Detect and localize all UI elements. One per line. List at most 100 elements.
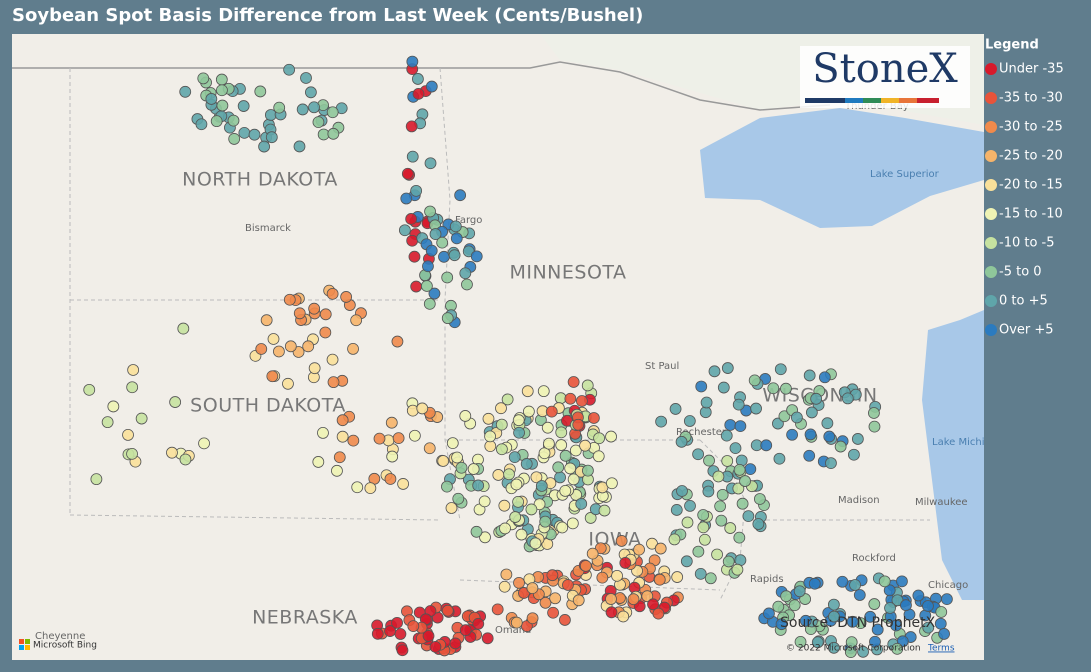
location-dot (482, 412, 495, 425)
location-dot (774, 363, 787, 376)
logo: StoneX (800, 46, 970, 108)
location-dot (308, 101, 320, 114)
location-dot (587, 412, 600, 424)
location-dot (107, 400, 120, 413)
location-dot (582, 464, 594, 477)
location-dot (702, 485, 715, 498)
location-dot (408, 250, 421, 263)
location-dot (708, 365, 721, 378)
legend-swatch (985, 150, 997, 162)
location-dot (564, 392, 577, 405)
location-dot (371, 627, 384, 640)
location-dot (772, 600, 785, 613)
location-dot (391, 335, 404, 348)
location-dot (670, 504, 683, 516)
location-dot (615, 535, 628, 547)
city-label: Bismarck (245, 223, 291, 234)
location-dot (101, 416, 114, 429)
logo-background (800, 46, 970, 108)
location-dot (450, 232, 463, 245)
location-dot (605, 606, 618, 619)
location-dot (429, 640, 442, 653)
location-dot (780, 382, 792, 395)
location-dot (655, 415, 668, 428)
state-label: NORTH DAKOTA (182, 169, 338, 191)
location-dot (446, 437, 459, 449)
location-dot (215, 73, 228, 86)
location-dot (896, 575, 908, 588)
logo-bar (899, 98, 917, 103)
location-dot (633, 543, 645, 556)
location-dot (472, 617, 485, 630)
location-dot (841, 392, 854, 405)
state-label: MINNESOTA (509, 262, 626, 284)
location-dot (868, 598, 881, 610)
location-dot (512, 414, 525, 427)
location-dot (308, 362, 321, 375)
location-dot (537, 385, 550, 398)
location-dot (445, 502, 458, 514)
location-dot (479, 531, 491, 544)
location-dot (593, 432, 605, 445)
border (12, 61, 831, 111)
location-dot (559, 614, 571, 626)
location-dot (586, 547, 599, 560)
location-dot (513, 576, 525, 589)
location-dot (481, 632, 494, 645)
location-dot (559, 485, 572, 497)
location-dot (543, 437, 555, 450)
location-dot (449, 637, 462, 650)
map[interactable]: NORTH DAKOTA MINNESOTA SOUTH DAKOTA WISC… (12, 34, 1003, 660)
city-label: Omaha (495, 625, 531, 636)
location-dot (804, 428, 817, 441)
location-dot (545, 405, 558, 418)
location-dot (878, 575, 891, 588)
location-dot (254, 85, 267, 98)
location-dot (619, 557, 632, 569)
location-dot (786, 428, 799, 441)
location-dot (441, 312, 454, 325)
location-dot (437, 455, 450, 467)
location-dot (327, 127, 340, 140)
terms-link[interactable]: Terms (927, 644, 955, 654)
location-dot (647, 598, 659, 611)
location-dot (556, 521, 569, 534)
location-dot (793, 585, 806, 598)
logo-bar (863, 98, 881, 103)
location-dot (515, 528, 528, 541)
location-dot (205, 93, 218, 105)
location-dot (449, 220, 462, 233)
location-dot (331, 464, 343, 477)
location-dot (671, 571, 684, 583)
location-dot (498, 499, 511, 512)
location-dot (420, 280, 433, 292)
location-dot (400, 192, 413, 205)
location-dot (364, 482, 377, 495)
location-dot (273, 101, 286, 114)
location-dot (552, 461, 565, 474)
location-dot (845, 636, 858, 649)
location-dot (572, 594, 585, 607)
location-dot (803, 369, 816, 382)
location-dot (733, 531, 746, 544)
location-dot (296, 103, 309, 116)
lake-label: Lake Superior (870, 169, 940, 180)
location-dot (721, 455, 734, 467)
location-dot (711, 548, 723, 561)
location-dot (922, 621, 935, 634)
location-dot (848, 448, 860, 461)
legend-swatch (985, 179, 997, 191)
location-dot (422, 260, 434, 273)
location-dot (425, 244, 438, 257)
location-dot (526, 582, 539, 595)
location-dot (722, 555, 735, 568)
location-dot (495, 443, 508, 456)
legend-swatch (985, 121, 997, 133)
location-dot (526, 612, 539, 625)
location-dot (495, 402, 507, 415)
location-dot (326, 287, 339, 300)
location-dot (179, 85, 192, 98)
location-dot (326, 106, 339, 119)
location-dot (122, 428, 134, 441)
location-dot (283, 293, 296, 306)
